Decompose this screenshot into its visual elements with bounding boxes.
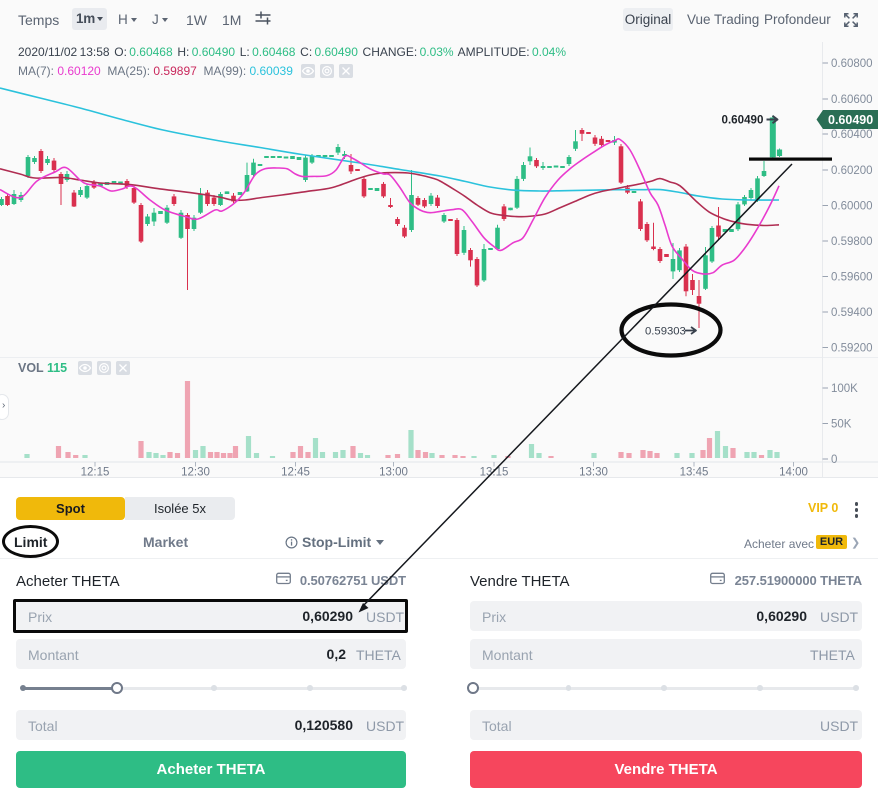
svg-text:0.60490: 0.60490 [722,114,764,127]
svg-text:0.60200: 0.60200 [831,165,873,177]
svg-text:0.59200: 0.59200 [831,343,873,355]
svg-text:0.60490: 0.60490 [828,113,873,127]
svg-text:0.59800: 0.59800 [831,236,873,248]
svg-text:12:45: 12:45 [281,467,310,479]
svg-text:13:30: 13:30 [579,467,608,479]
svg-text:100K: 100K [831,383,858,395]
svg-text:13:45: 13:45 [680,467,709,479]
svg-text:0.59400: 0.59400 [831,307,873,319]
svg-text:0.60800: 0.60800 [831,58,873,70]
svg-text:0.60000: 0.60000 [831,201,873,213]
svg-text:0: 0 [831,454,837,466]
svg-text:13:15: 13:15 [480,467,509,479]
svg-text:0.60600: 0.60600 [831,94,873,106]
svg-text:0.60400: 0.60400 [831,129,873,141]
svg-text:13:00: 13:00 [379,467,408,479]
svg-text:12:30: 12:30 [181,467,210,479]
svg-text:0.59600: 0.59600 [831,272,873,284]
svg-text:0.59303: 0.59303 [645,326,686,338]
svg-text:14:00: 14:00 [779,467,808,479]
svg-text:50K: 50K [831,419,852,431]
svg-text:12:15: 12:15 [81,467,110,479]
